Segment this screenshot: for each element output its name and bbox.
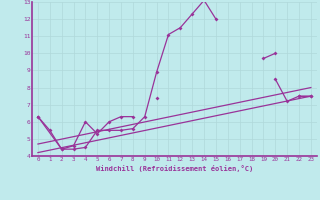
X-axis label: Windchill (Refroidissement éolien,°C): Windchill (Refroidissement éolien,°C) xyxy=(96,165,253,172)
